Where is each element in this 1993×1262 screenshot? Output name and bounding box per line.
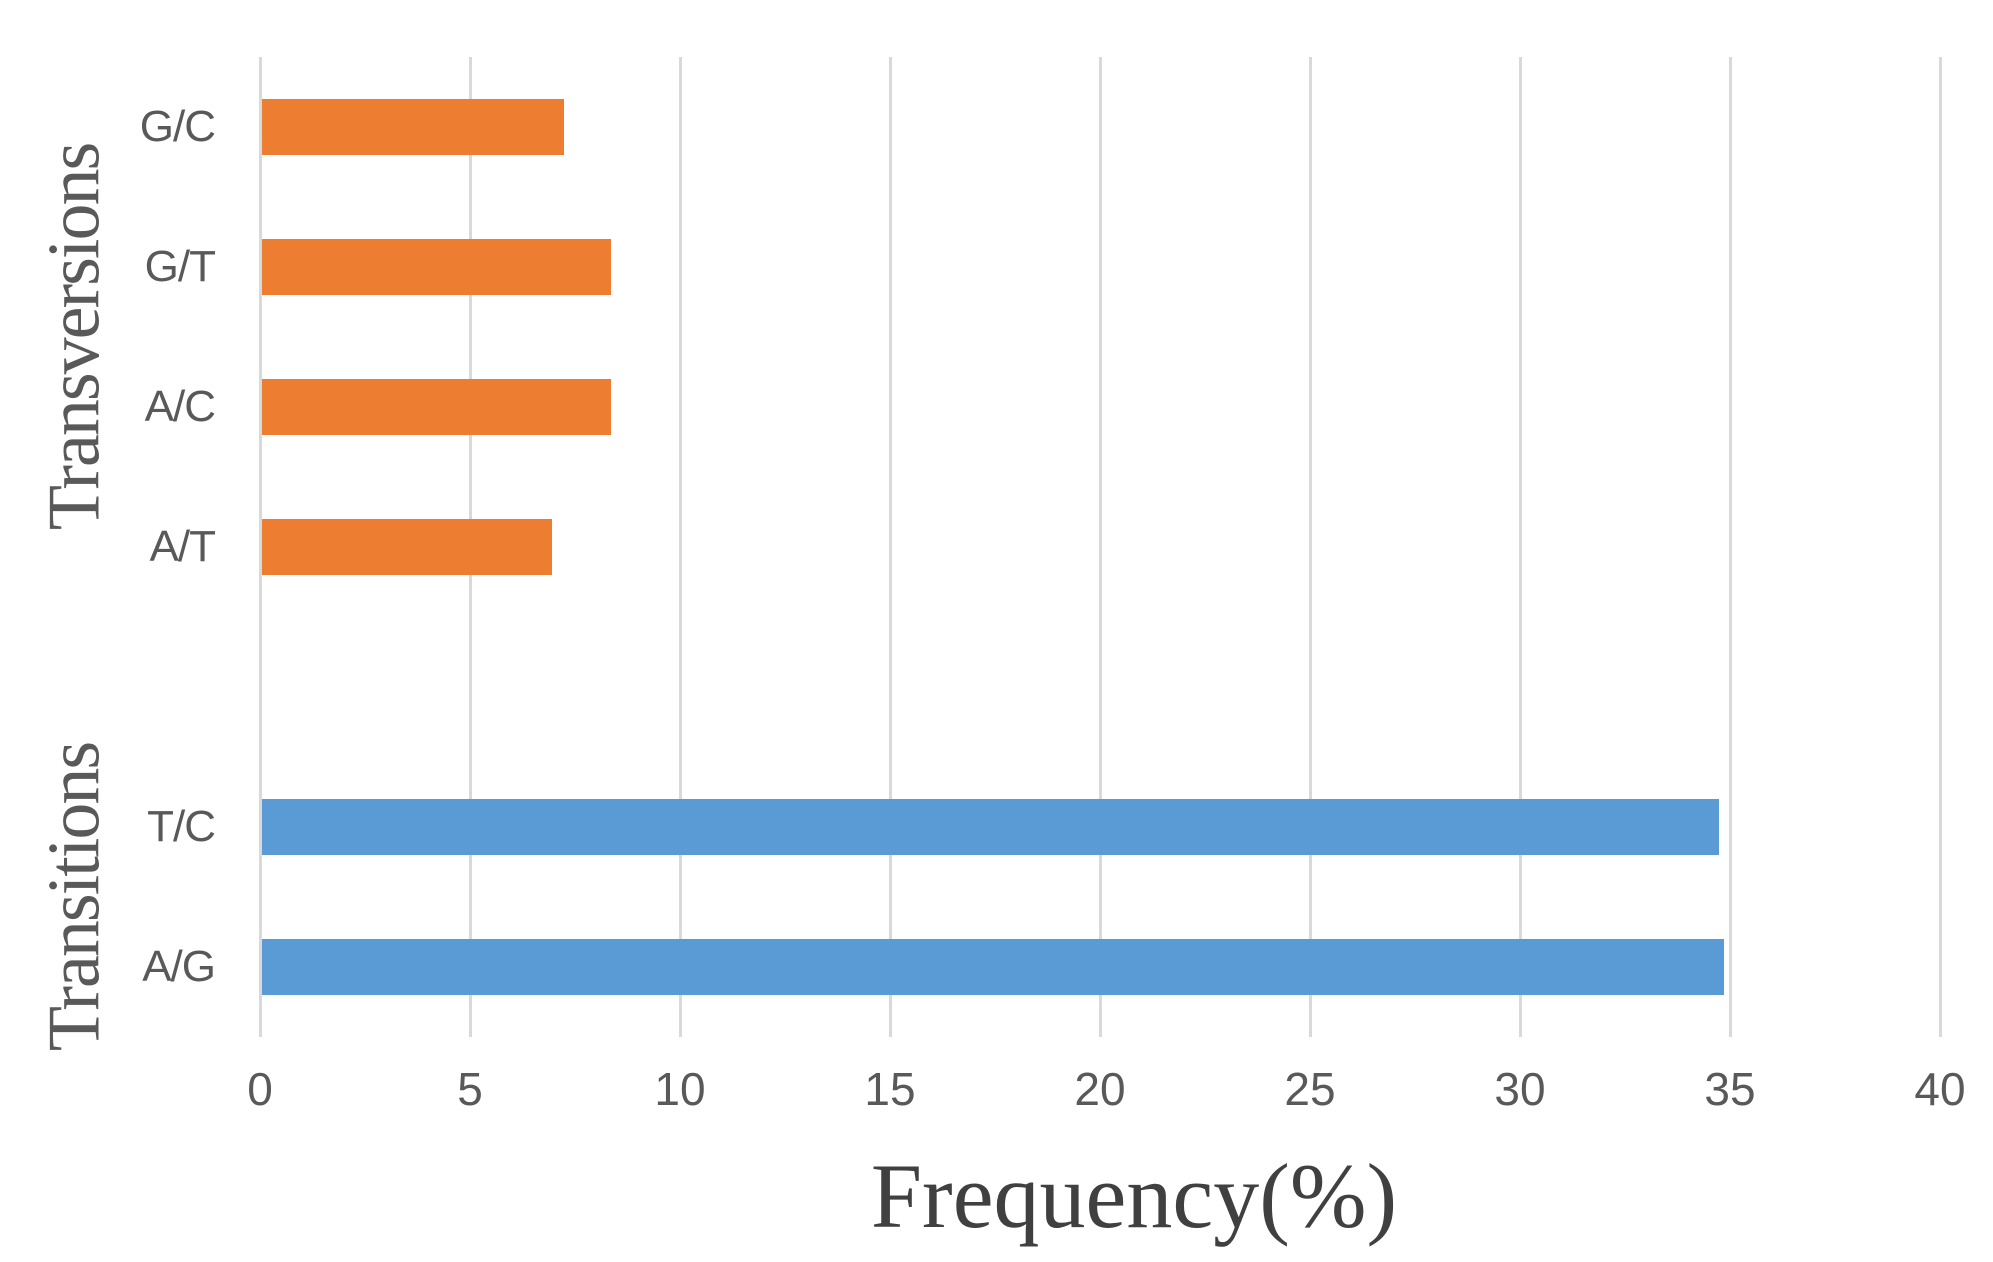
y-axis-group-label: Transversions (33, 143, 116, 531)
x-axis-title: Frequency(%) (870, 1145, 1398, 1247)
y-axis-group-label: Transitions (33, 742, 116, 1052)
x-tick-label: 30 (1494, 1063, 1546, 1115)
category-label: A/T (149, 522, 216, 571)
bar-G-T (262, 239, 611, 295)
gridline (1308, 57, 1312, 1037)
gridline (678, 57, 682, 1037)
gridline (1098, 57, 1102, 1037)
x-tick-label: 0 (247, 1063, 273, 1115)
gridline (258, 57, 262, 1037)
x-tick-label: 15 (864, 1063, 916, 1115)
gridline (1728, 57, 1732, 1037)
category-label: A/C (144, 382, 216, 431)
category-label: A/G (142, 942, 216, 991)
category-label: T/C (147, 802, 216, 851)
x-tick-label: 5 (457, 1063, 483, 1115)
bar-A-G (262, 939, 1724, 995)
x-tick-label: 25 (1284, 1063, 1336, 1115)
x-tick-label: 20 (1074, 1063, 1126, 1115)
bar-T-C (262, 799, 1720, 855)
gridline (888, 57, 892, 1037)
x-tick-label: 35 (1704, 1063, 1756, 1115)
gridline (1938, 57, 1942, 1037)
bar-A-C (262, 379, 611, 435)
category-label: G/C (139, 102, 216, 151)
gridline (1518, 57, 1522, 1037)
x-tick-label: 40 (1914, 1063, 1966, 1115)
x-tick-label: 10 (654, 1063, 706, 1115)
bar-A-T (262, 519, 552, 575)
bar-G-C (262, 99, 565, 155)
category-label: G/T (144, 242, 216, 291)
